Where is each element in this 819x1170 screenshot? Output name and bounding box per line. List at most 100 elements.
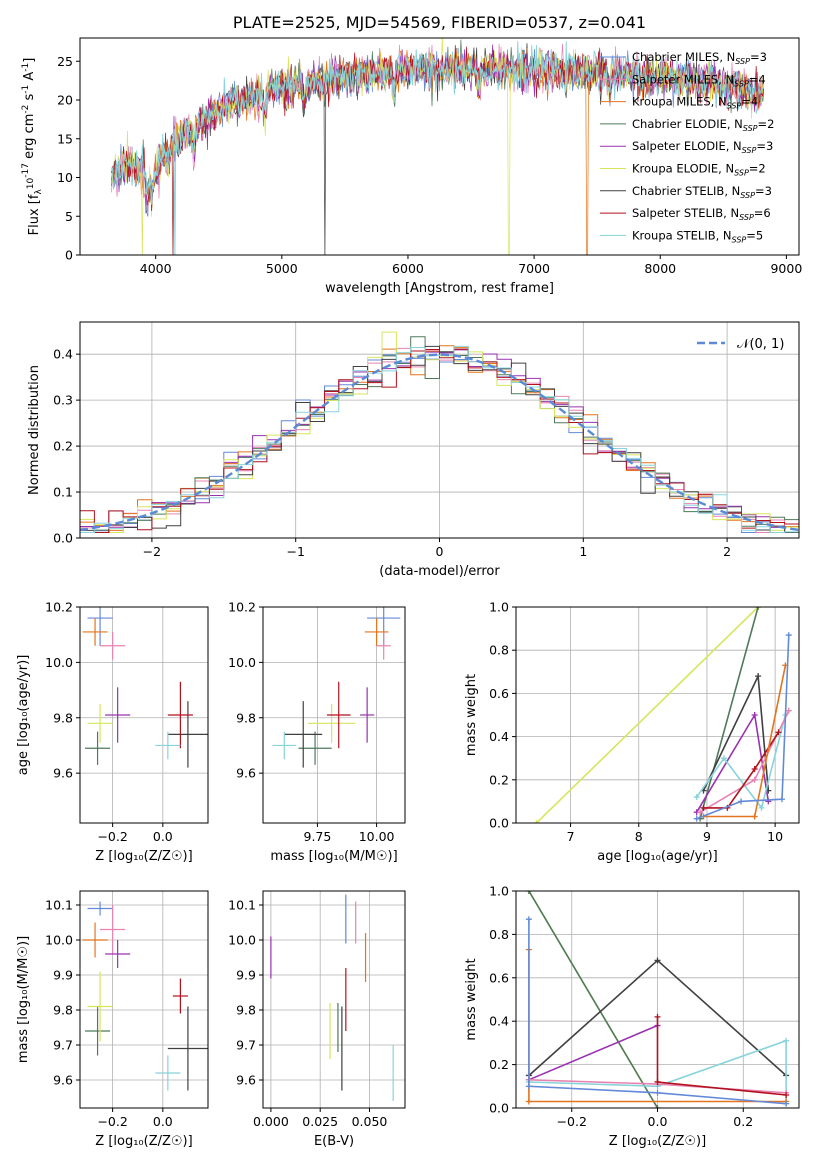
weight-point-marker bbox=[525, 1083, 532, 1090]
age-vs-mass-frame bbox=[262, 606, 406, 824]
spectrum-plot bbox=[111, 38, 765, 255]
x-axis-label: mass [log₁₀(M/M☉)] bbox=[270, 849, 397, 864]
x-tick-label: −2 bbox=[143, 544, 161, 559]
weight-point-marker bbox=[755, 673, 762, 680]
legend-label-part: =2 bbox=[749, 162, 766, 176]
y-axis-label: Normed distribution bbox=[27, 365, 42, 495]
legend-label-part: SSP bbox=[739, 213, 754, 222]
legend-label-part: =3 bbox=[755, 184, 772, 198]
y-tick-label: 10.0 bbox=[45, 655, 73, 670]
spectrum-series-line bbox=[111, 41, 765, 255]
y-tick-label: 10.0 bbox=[45, 933, 73, 948]
weight-point-marker bbox=[693, 815, 700, 822]
weight-point-marker bbox=[778, 796, 785, 803]
weight-point-marker bbox=[697, 809, 704, 816]
x-tick-label: 5000 bbox=[266, 261, 298, 276]
weight-series-line bbox=[528, 1024, 658, 1081]
legend-label-part: SSP bbox=[743, 124, 758, 133]
legend-label-part: SSP bbox=[735, 57, 750, 66]
y-tick-label: 10.0 bbox=[228, 655, 256, 670]
weight-point-marker bbox=[751, 712, 758, 718]
y-tick-label: 9.6 bbox=[236, 1073, 256, 1088]
y-axis-label: Flux [fλ10-17 erg cm-2 s-1 A-1] bbox=[21, 58, 44, 236]
y-tick-label: 0.3 bbox=[53, 393, 73, 408]
x-tick-label: 10.00 bbox=[359, 829, 395, 844]
legend-label: Salpeter MILES, NSSP=4 bbox=[632, 72, 766, 88]
age-vs-mass-plot bbox=[272, 607, 401, 768]
y-tick-label: 10.0 bbox=[228, 933, 256, 948]
weight-point-marker bbox=[738, 798, 745, 805]
mass-vs-ebv-axes: 0.000 0.025 0.050 9.6 9.7 9.8 9.9 10.0 10.1 E(B-V… bbox=[228, 891, 405, 1149]
residuals-frame bbox=[79, 321, 800, 539]
y-tick-label: 10 bbox=[57, 170, 73, 185]
y-tick-label: 9.7 bbox=[53, 1038, 73, 1053]
weight-point-marker bbox=[654, 1105, 661, 1108]
x-tick-label: 0.000 bbox=[253, 1114, 289, 1129]
x-tick-label: 0 bbox=[436, 544, 444, 559]
massweight-vs-z-axes: −0.2 0.0 0.2 0.0 0.2 0.4 0.6 0.8 1.0 Z [log₁₀(Z/Z… bbox=[464, 884, 799, 1149]
y-tick-label: 15 bbox=[57, 131, 73, 146]
y-tick-label: 0.2 bbox=[53, 439, 73, 454]
y-tick-label: 9.9 bbox=[53, 968, 73, 983]
y-tick-label: 0.8 bbox=[489, 927, 509, 942]
x-axis-label: (data-model)/error bbox=[379, 564, 500, 579]
legend-label-part: SSP bbox=[734, 169, 749, 178]
y-tick-label: 25 bbox=[57, 54, 73, 69]
weight-point-marker bbox=[783, 1100, 790, 1107]
legend-label: Salpeter ELODIE, NSSP=3 bbox=[632, 139, 773, 155]
x-tick-label: −1 bbox=[286, 544, 304, 559]
x-tick-label: 7 bbox=[567, 829, 575, 844]
x-tick-label: 2 bbox=[723, 544, 731, 559]
legend-label-part: SSP bbox=[732, 235, 747, 244]
weight-point-marker bbox=[654, 1078, 661, 1085]
legend-label-part: Salpeter ELODIE, N bbox=[632, 139, 742, 153]
x-tick-label: 1 bbox=[579, 544, 587, 559]
age-vs-z-plot bbox=[82, 607, 208, 768]
x-tick-label: 9000 bbox=[770, 261, 802, 276]
spectrum-axes: 4000 5000 6000 7000 8000 9000 0 5 10 15 20 25 wavele… bbox=[21, 54, 802, 296]
y-axis-label-part: A bbox=[22, 72, 37, 85]
y-tick-label: 9.6 bbox=[236, 766, 256, 781]
y-tick-label: 10.2 bbox=[45, 600, 73, 615]
x-tick-label: −0.2 bbox=[97, 829, 127, 844]
weight-point-marker bbox=[525, 916, 532, 923]
residuals-axes: −2 −1 0 1 2 0.0 0.1 0.2 0.3 0.4 (data-model)/error… bbox=[27, 322, 799, 579]
histogram-series-line bbox=[80, 348, 799, 533]
x-tick-label: 8000 bbox=[644, 261, 676, 276]
x-tick-label: 0.2 bbox=[733, 1114, 753, 1129]
residuals-plot bbox=[80, 331, 799, 533]
y-tick-label: 0.6 bbox=[489, 970, 509, 985]
legend-label-part: SSP bbox=[727, 102, 742, 111]
weight-series-line bbox=[535, 607, 759, 823]
y-tick-label: 0.0 bbox=[53, 531, 73, 546]
x-axis-label: E(B-V) bbox=[314, 1134, 354, 1149]
weight-point-marker bbox=[693, 794, 700, 801]
y-axis-label-part: 10 bbox=[26, 177, 36, 189]
y-axis-label: mass weight bbox=[464, 674, 479, 756]
massweight-vs-age-plot bbox=[533, 607, 792, 823]
y-tick-label: 9.8 bbox=[53, 1003, 73, 1018]
legend-label: Kroupa STELIB, NSSP=5 bbox=[632, 228, 763, 244]
legend-label: Chabrier STELIB, NSSP=3 bbox=[632, 184, 772, 200]
weight-series-line bbox=[528, 919, 787, 1105]
weight-point-marker bbox=[751, 766, 758, 772]
y-tick-label: 9.6 bbox=[53, 1073, 73, 1088]
y-tick-label: 9.8 bbox=[236, 710, 256, 725]
x-tick-label: −0.2 bbox=[97, 1114, 127, 1129]
weight-point-marker bbox=[720, 755, 727, 762]
weight-series-line bbox=[696, 714, 787, 810]
weight-series-line bbox=[656, 1016, 787, 1096]
mass-vs-ebv-frame bbox=[262, 890, 406, 1109]
age-vs-z-axes: −0.2 0.0 9.6 9.8 10.0 10.2 Z [log₁₀(Z/Z☉)] age … bbox=[16, 600, 208, 864]
weight-series-line bbox=[528, 1039, 787, 1104]
y-tick-label: 0.4 bbox=[489, 729, 509, 744]
normal-curve-line bbox=[80, 353, 799, 532]
x-tick-label: 0.0 bbox=[153, 1114, 173, 1129]
y-tick-label: 20 bbox=[57, 93, 73, 108]
x-tick-label: 0.050 bbox=[352, 1114, 388, 1129]
spectrum-frame bbox=[79, 37, 800, 256]
legend-label: Chabrier ELODIE, NSSP=2 bbox=[632, 117, 774, 133]
legend-label-part: Salpeter MILES, N bbox=[632, 72, 734, 86]
y-tick-label: 10.1 bbox=[228, 898, 256, 913]
